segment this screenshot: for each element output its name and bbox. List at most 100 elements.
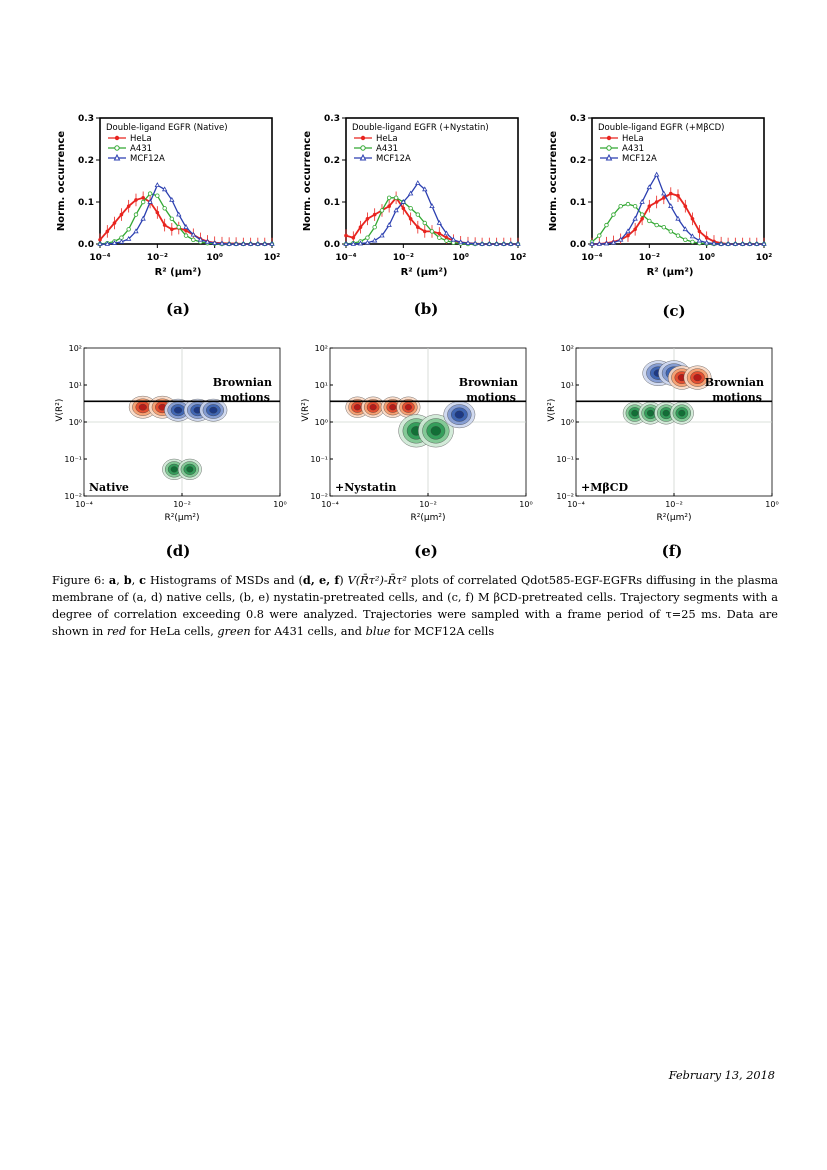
subfigure-label-a: (a) bbox=[166, 300, 190, 318]
data-point-a431 bbox=[632, 203, 638, 209]
data-point-mcf12a bbox=[357, 240, 364, 246]
data-point-mcf12a bbox=[415, 180, 421, 185]
figure-caption: Figure 6: a, b, c Histograms of MSDs and… bbox=[52, 573, 779, 638]
data-point-hela bbox=[112, 221, 117, 225]
density-contour bbox=[389, 404, 397, 411]
x-tick-label: 10⁰ bbox=[698, 253, 715, 263]
data-point-hela bbox=[401, 206, 406, 211]
y-tick-label: 10⁻² bbox=[310, 492, 328, 501]
data-point-mcf12a bbox=[111, 240, 118, 245]
brownian-label-1: Brownian bbox=[459, 376, 518, 389]
data-point-hela bbox=[626, 233, 630, 238]
x-tick-label: 10² bbox=[756, 253, 773, 263]
data-point-hela bbox=[134, 198, 138, 202]
x-tick-label: 10⁻² bbox=[419, 500, 437, 509]
data-point-mcf12a bbox=[350, 240, 356, 246]
density-contour bbox=[662, 409, 670, 417]
y-tick-label: 10⁻² bbox=[556, 492, 574, 501]
density-contour bbox=[678, 409, 686, 417]
data-point-hela bbox=[162, 223, 167, 227]
caption-text-1b: plots of correlated Qdot585-EGF-EGFRs di… bbox=[410, 574, 697, 587]
data-point-mcf12a bbox=[379, 232, 385, 238]
data-point-hela bbox=[372, 212, 377, 217]
data-point-mcf12a bbox=[689, 233, 696, 239]
data-point-mcf12a bbox=[147, 198, 153, 204]
brownian-label-2: motions bbox=[220, 391, 270, 404]
legend-label: HeLa bbox=[130, 134, 152, 144]
density-contour bbox=[353, 404, 361, 411]
x-tick-label: 10² bbox=[510, 253, 527, 263]
data-point-a431 bbox=[683, 237, 688, 242]
density-contour bbox=[369, 404, 377, 411]
caption-green: green bbox=[217, 625, 251, 638]
contour-panel-f: Brownian motions +MβCD 10⁻² 10⁻¹ 10⁰ 10¹ 10² 10⁻… bbox=[544, 340, 780, 536]
x-tick-label: 10⁻² bbox=[639, 253, 660, 263]
legend-marker bbox=[359, 153, 367, 161]
histogram-panel-b: 0.0 0.1 0.2 0.3 10⁻⁴ 10⁻² 10⁰ 10² R² (μm²) Norm. … bbox=[298, 108, 534, 302]
data-point-a431 bbox=[668, 229, 673, 234]
condition-label: +MβCD bbox=[581, 481, 628, 494]
data-point-mcf12a bbox=[436, 219, 442, 225]
density-contour bbox=[170, 466, 178, 473]
data-point-hela bbox=[704, 235, 709, 240]
y-tick-label: 10⁰ bbox=[561, 418, 574, 427]
y-tick-label: 0.1 bbox=[570, 198, 586, 208]
data-point-mcf12a bbox=[422, 186, 428, 192]
density-contour bbox=[430, 426, 441, 436]
legend-marker bbox=[114, 135, 120, 141]
data-point-a431 bbox=[639, 212, 645, 217]
data-point-mcf12a bbox=[725, 240, 731, 246]
data-point-hela bbox=[676, 193, 680, 198]
data-point-mcf12a bbox=[625, 228, 631, 234]
caption-text-1: Histograms of MSDs and bbox=[149, 574, 295, 587]
caption-text-4b: for HeLa cells, bbox=[129, 625, 214, 638]
data-point-mcf12a bbox=[233, 240, 239, 246]
data-point-a431 bbox=[133, 212, 139, 217]
data-point-mcf12a bbox=[696, 237, 703, 243]
data-point-a431 bbox=[690, 239, 695, 245]
data-point-a431 bbox=[169, 216, 175, 221]
x-tick-label: 10⁰ bbox=[765, 500, 778, 509]
data-point-mcf12a bbox=[703, 239, 710, 245]
data-point-hela bbox=[422, 229, 427, 234]
data-point-hela bbox=[416, 225, 420, 229]
contour-chart-e: Brownian motions +Nystatin 10⁻² 10⁻¹ 10⁰ 10¹ 10… bbox=[301, 344, 533, 523]
density-contour bbox=[209, 406, 218, 414]
legend-marker bbox=[114, 145, 120, 151]
legend-label: A431 bbox=[376, 144, 398, 154]
data-point-hela bbox=[437, 231, 442, 236]
data-point-hela bbox=[647, 204, 652, 208]
data-point-mcf12a bbox=[255, 240, 261, 246]
data-point-hela bbox=[170, 227, 174, 232]
data-point-a431 bbox=[654, 222, 659, 228]
y-tick-label: 10² bbox=[315, 344, 328, 353]
contour-panel-d: Brownian motions Native 10⁻² 10⁻¹ 10⁰ 10¹ 10² 10… bbox=[52, 340, 288, 536]
density-contour bbox=[186, 466, 194, 473]
data-point-hela bbox=[668, 191, 673, 196]
data-point-mcf12a bbox=[443, 230, 450, 236]
data-point-hela bbox=[654, 200, 659, 204]
legend-label: A431 bbox=[130, 144, 152, 154]
x-tick-label: 10² bbox=[264, 253, 281, 263]
data-point-hela bbox=[105, 229, 110, 234]
footer-date: February 13, 2018 bbox=[668, 1069, 775, 1082]
data-point-a431 bbox=[176, 224, 181, 230]
x-tick-label: 10⁰ bbox=[519, 500, 532, 509]
data-point-a431 bbox=[162, 206, 167, 211]
density-contour bbox=[647, 409, 654, 417]
density-contour bbox=[631, 409, 639, 417]
legend-label: A431 bbox=[622, 144, 644, 154]
y-axis-title: Norm. occurrence bbox=[302, 131, 313, 231]
data-point-mcf12a bbox=[386, 222, 392, 227]
subfigure-label-d: (d) bbox=[165, 542, 191, 560]
data-point-hela bbox=[387, 204, 391, 208]
x-axis-title: R²(μm²) bbox=[165, 513, 200, 523]
y-axis-title: V(R²) bbox=[55, 399, 65, 422]
x-tick-label: 10⁻⁴ bbox=[581, 253, 602, 263]
data-point-hela bbox=[683, 204, 688, 208]
caption-fig-label: Figure 6: bbox=[52, 574, 105, 587]
y-tick-label: 10² bbox=[561, 344, 574, 353]
data-point-mcf12a bbox=[668, 203, 674, 208]
data-point-mcf12a bbox=[493, 240, 500, 246]
legend-marker bbox=[360, 145, 366, 151]
